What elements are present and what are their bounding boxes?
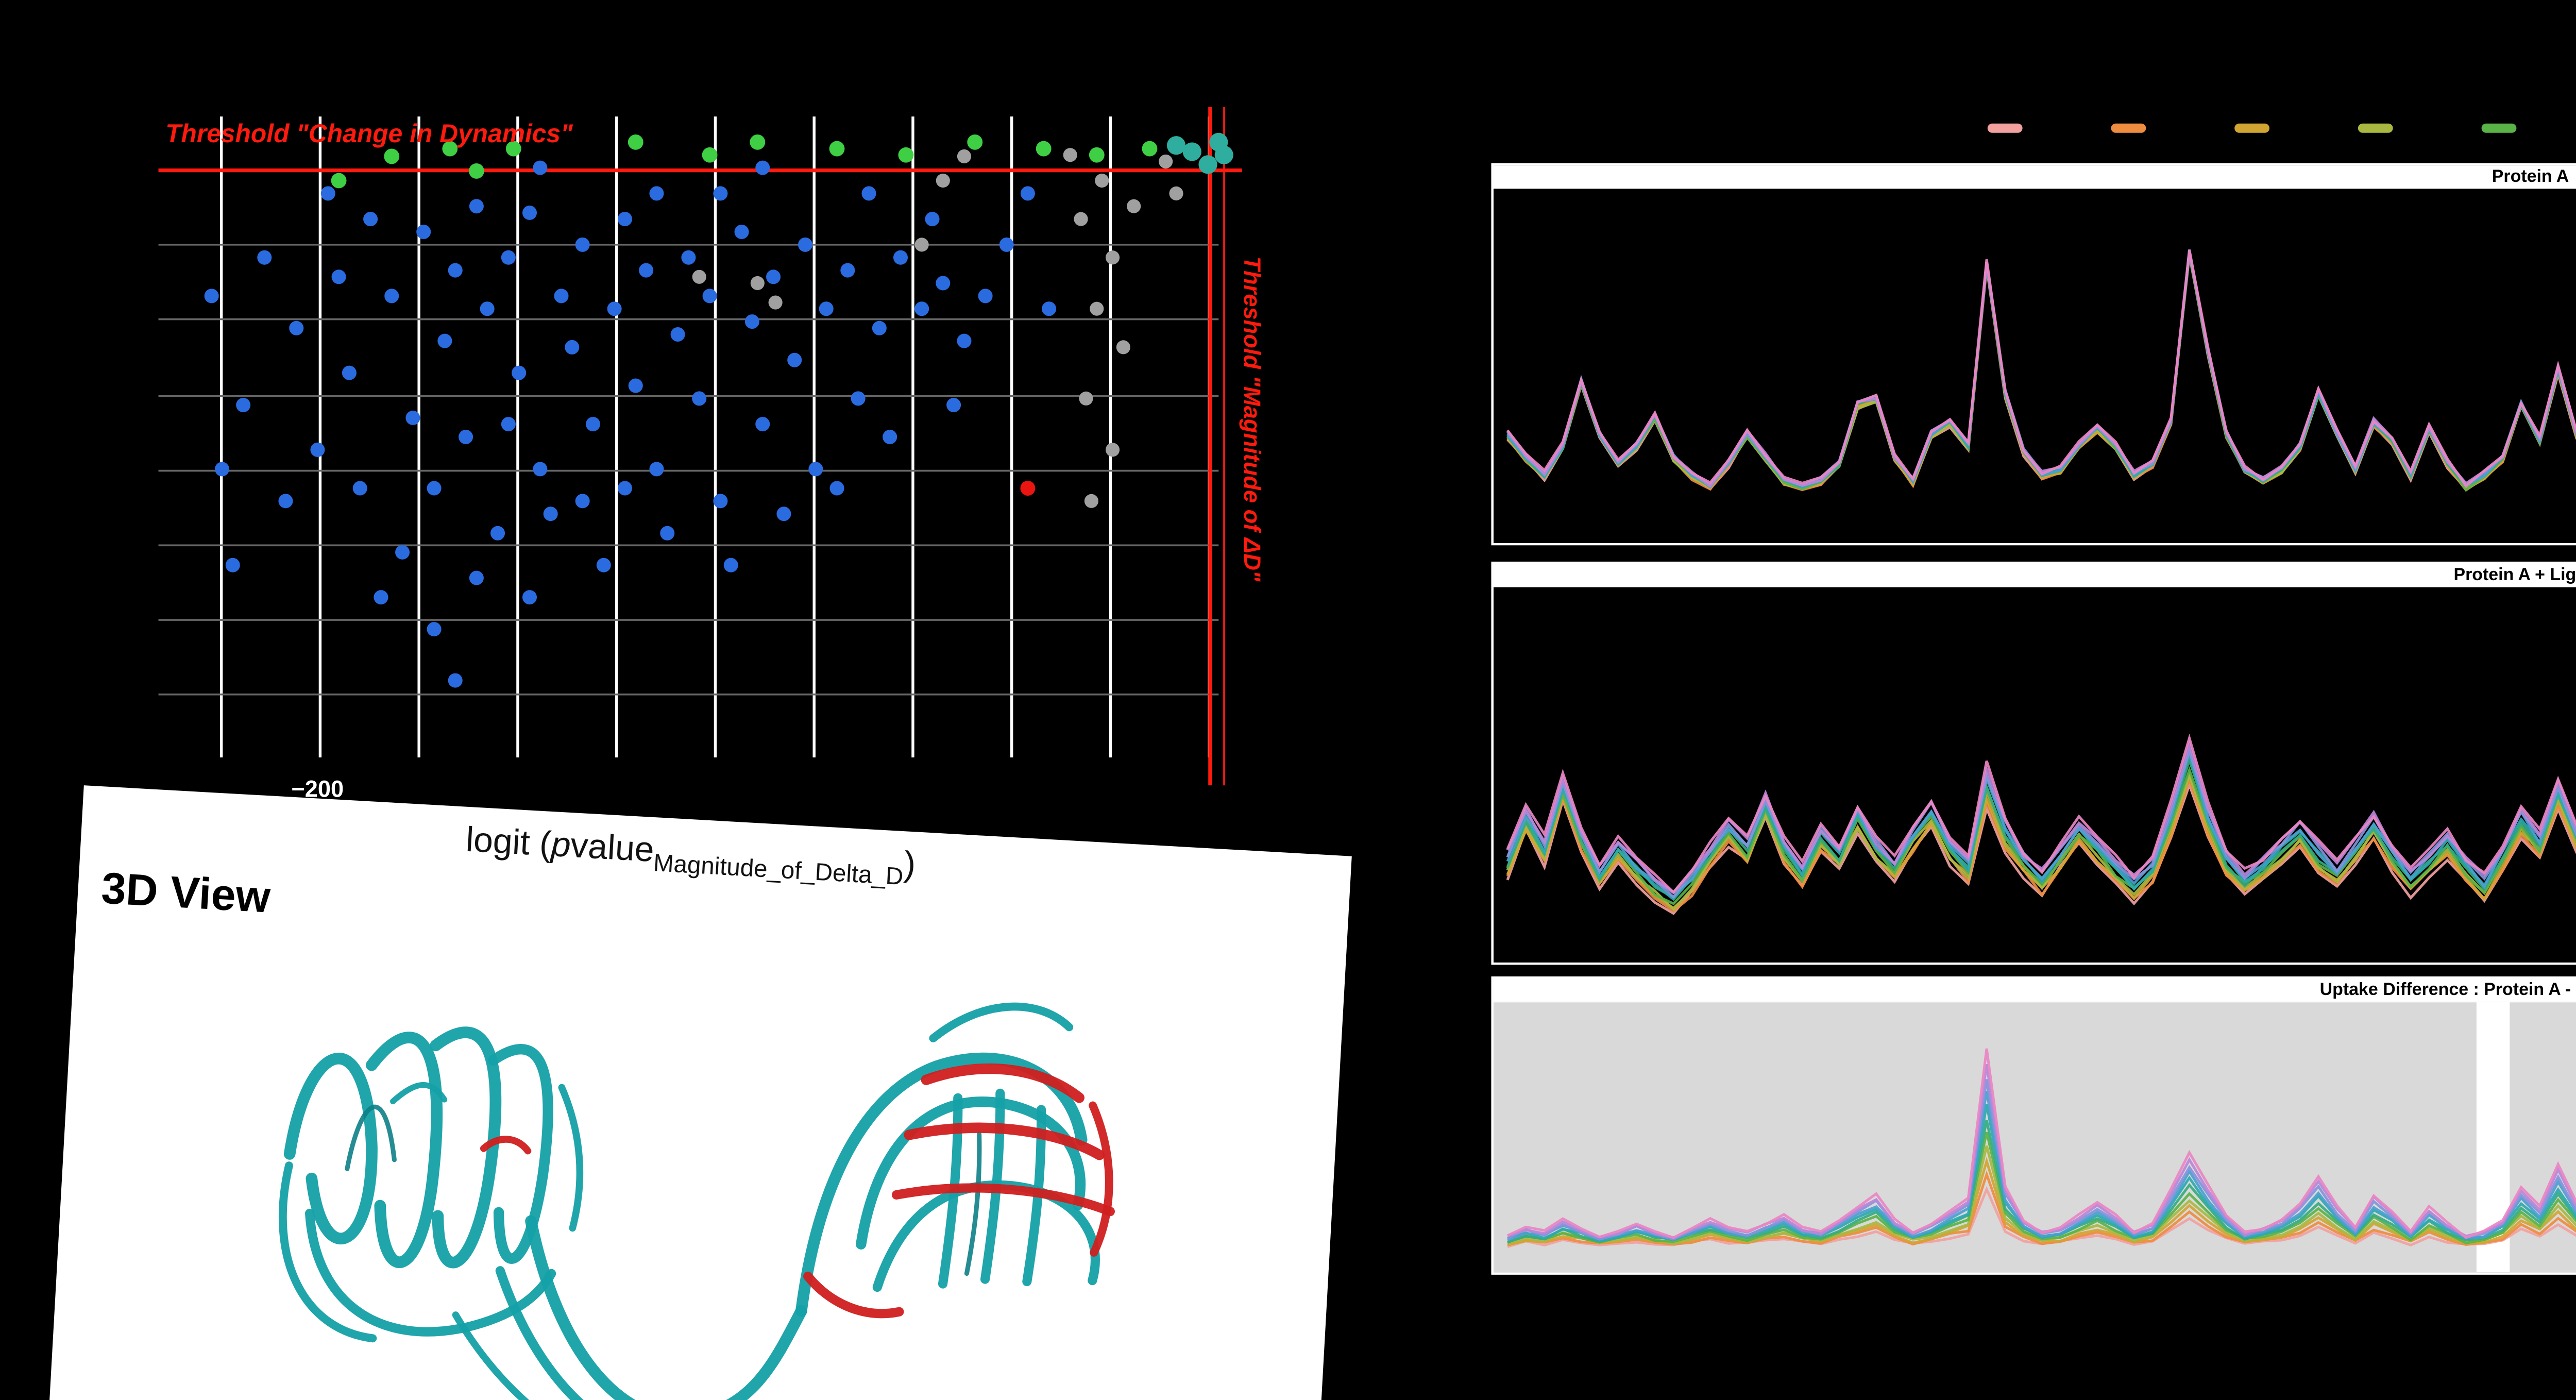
chart-title-uptake-difference: Uptake Difference : Protein A - (Protein… [1493,979,2576,1002]
3d-view-card: logit (pvalueMagnitude_of_Delta_D) 3D Vi… [45,785,1352,1400]
chart-title-protein-a-ligand: Protein A + Ligand [1493,564,2576,587]
chart-title-uptake-difference-text: Uptake Difference : Protein A - (Protein… [2319,979,2576,1000]
axis-label-prefix: logit ( [465,820,553,865]
legend-dash [1987,123,2023,132]
uptake-panel-protein-a-ligand: Protein A + Ligand [1491,561,2576,965]
protein-structure[interactable] [166,927,1221,1400]
threshold-magnitude-label: Threshold "Magnitude of ΔD" [1239,256,1265,581]
legend-dash [2111,123,2146,132]
legend-dash [2358,123,2393,132]
axis-label-p: p [550,825,572,866]
axis-label-value: value [569,826,655,871]
uptake-difference-chart[interactable] [1493,1002,2576,1273]
uptake-difference-panel: Uptake Difference : Protein A - (Protein… [1491,976,2576,1275]
axis-label-subscript: Magnitude_of_Delta_D [652,850,904,892]
uptake-chart-protein-a-ligand[interactable] [1493,587,2576,963]
chart-title-protein-a-ligand-text: Protein A + Ligand [2453,564,2576,585]
axis-label-suffix: ) [903,845,917,886]
chart-title-protein-a: Protein A [1493,165,2576,189]
uptake-panel-protein-a: Protein A [1491,163,2576,546]
volcano-plot[interactable]: Threshold "Change in Dynamics" Threshold… [128,93,1270,816]
x-tick-label: −200 [291,776,344,802]
volcano-x-axis-label: logit (pvalueMagnitude_of_Delta_D) [464,821,917,892]
timepoint-legend [1987,123,2576,132]
3d-view-title: 3D View [100,866,272,924]
threshold-dynamics-label: Threshold "Change in Dynamics" [165,119,573,148]
legend-dash [2234,123,2270,132]
chart-title-protein-a-text: Protein A [2492,165,2569,187]
legend-dash [2481,123,2517,132]
uptake-chart-protein-a[interactable] [1493,189,2576,543]
